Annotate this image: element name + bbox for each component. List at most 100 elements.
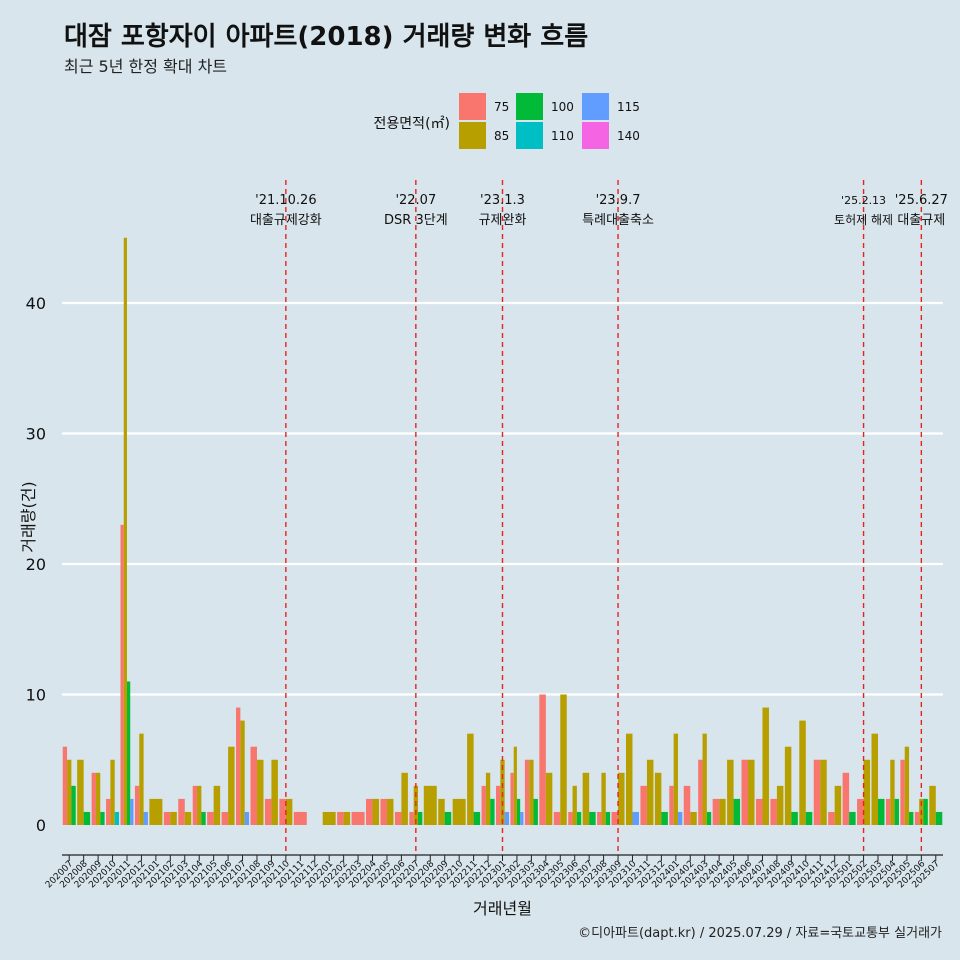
bar-85-202312 <box>654 772 662 825</box>
bar-75-202202 <box>337 811 344 825</box>
bar-75-202304 <box>539 694 546 825</box>
legend-swatch-115 <box>582 93 609 120</box>
bar-85-202406 <box>748 759 755 825</box>
bar-75-202104 <box>192 785 198 825</box>
bar-100-202209 <box>444 811 452 825</box>
bar-85-202302 <box>513 746 517 825</box>
bar-85-202412 <box>834 785 842 825</box>
bar-85-202410 <box>799 720 806 825</box>
bar-75-202207 <box>409 811 414 825</box>
legend-title: 전용면적(㎡) <box>374 116 450 132</box>
bar-75-202206 <box>394 811 402 825</box>
bar-115-202107 <box>244 811 250 825</box>
bar-85-202209 <box>438 798 445 825</box>
bar-85-202011 <box>123 237 127 825</box>
annotations: '21.10.26 대출규제강화 '22.07 DSR 3단계 '23.1.3 규제완화 '… <box>250 180 948 855</box>
event-date-2: '23.1.3 <box>480 193 525 208</box>
bar-85-202102 <box>170 811 177 825</box>
bar-110-202010 <box>114 811 120 825</box>
bar-85-202210 <box>452 798 466 825</box>
bar-75-202412 <box>828 811 835 825</box>
bar-100-202505 <box>909 811 914 825</box>
bar-75-202302 <box>510 772 514 825</box>
y-tick-label-20: 20 <box>26 555 46 574</box>
bar-100-202410 <box>805 811 813 825</box>
bar-85-202105 <box>213 785 221 825</box>
bar-100-202303 <box>533 798 538 825</box>
bar-100-202504 <box>894 798 899 825</box>
bar-85-202504 <box>890 759 895 825</box>
bar-75-202305 <box>553 811 561 825</box>
bar-85-202101 <box>149 798 163 825</box>
bar-100-202008 <box>83 811 91 825</box>
bar-75-202504 <box>885 798 891 825</box>
bar-85-202311 <box>646 759 654 825</box>
bar-85-202007 <box>67 759 72 825</box>
bar-100-202405 <box>733 798 741 825</box>
bar-85-202402 <box>690 811 697 825</box>
bar-75-202402 <box>683 785 691 825</box>
bar-75-202309 <box>611 811 619 825</box>
bar-75-202303 <box>524 759 530 825</box>
bar-100-202308 <box>605 811 611 825</box>
bar-75-202102 <box>163 811 171 825</box>
event-date-0: '21.10.26 <box>255 193 316 208</box>
bar-85-202507 <box>929 785 936 825</box>
bar-75-202010 <box>106 798 111 825</box>
bar-115-202310 <box>632 811 639 825</box>
bar-85-202010 <box>110 759 115 825</box>
bar-75-202308 <box>597 811 602 825</box>
bar-75-202311 <box>640 785 647 825</box>
bar-100-202207 <box>418 811 423 825</box>
legend-swatch-110 <box>516 122 543 149</box>
bar-75-202105 <box>207 811 214 825</box>
bar-100-202104 <box>201 811 206 825</box>
bar-75-202212 <box>481 785 486 825</box>
bar-75-202110 <box>279 798 286 825</box>
bar-75-202111 <box>293 811 307 825</box>
bar-100-202009 <box>100 811 105 825</box>
bar-75-202012 <box>134 785 140 825</box>
bar-75-202306 <box>568 811 573 825</box>
event-date-1: '22.07 <box>395 193 436 208</box>
legend-label-85: 85 <box>494 129 509 143</box>
bar-75-202502 <box>857 798 864 825</box>
bar-75-202505 <box>900 759 905 825</box>
bar-75-202007 <box>62 746 68 825</box>
bar-85-202401 <box>673 733 678 825</box>
bar-85-202307 <box>582 772 590 825</box>
bar-85-202212 <box>485 772 491 825</box>
bar-85-202106 <box>228 746 235 825</box>
bar-85-202201 <box>322 811 336 825</box>
legend-swatch-75 <box>459 93 486 120</box>
bar-115-202401 <box>677 811 683 825</box>
bar-85-202303 <box>529 759 534 825</box>
bar-75-202407 <box>755 798 763 825</box>
bar-75-202408 <box>770 798 777 825</box>
event-label-5: 대출규제 <box>897 213 945 228</box>
bar-75-202109 <box>264 798 272 825</box>
chart-subtitle: 최근 5년 한정 확대 차트 <box>64 57 228 76</box>
source-caption: ©디아파트(dapt.kr) / 2025.07.29 / 자료=국토교통부 실… <box>578 926 942 941</box>
bar-85-202502 <box>863 759 871 825</box>
bar-85-202107 <box>240 720 245 825</box>
event-date-5: '25.6.27 <box>895 193 948 208</box>
bar-85-202408 <box>776 785 784 825</box>
bar-75-202107 <box>236 707 241 825</box>
bar-100-202212 <box>490 798 495 825</box>
legend-swatch-85 <box>459 122 486 149</box>
bar-100-202307 <box>589 811 596 825</box>
bar-85-202108 <box>256 759 264 825</box>
y-tick-label-10: 10 <box>26 686 46 705</box>
legend-swatch-140 <box>582 122 609 149</box>
bar-85-202505 <box>904 746 910 825</box>
event-label-0: 대출규제강화 <box>250 213 322 228</box>
bar-85-202012 <box>139 733 144 825</box>
bar-85-202409 <box>784 746 792 825</box>
y-tick-label-0: 0 <box>36 816 46 835</box>
legend: 전용면적(㎡) 75 85 100 110 115 140 <box>374 93 640 149</box>
bar-75-202501 <box>842 772 850 825</box>
bar-85-202404 <box>719 798 726 825</box>
bar-85-202103 <box>184 811 192 825</box>
bar-100-202302 <box>516 798 521 825</box>
